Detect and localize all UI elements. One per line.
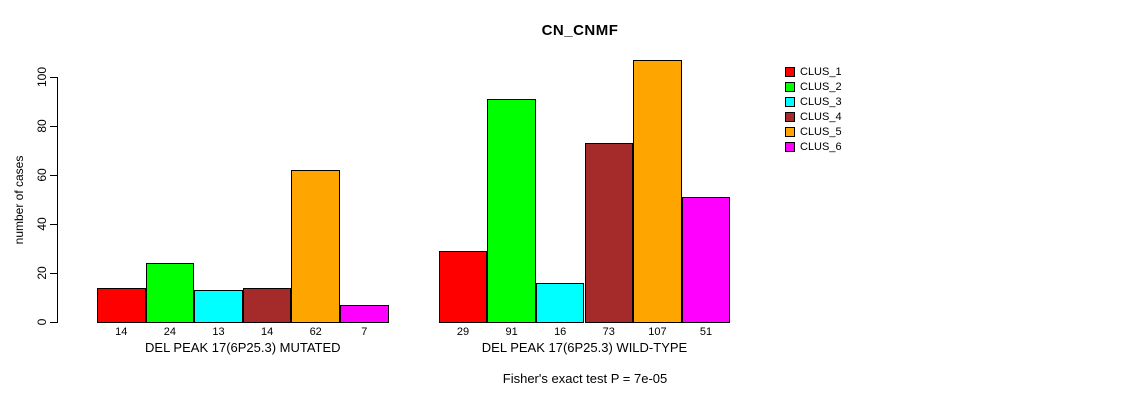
- bar-value-label: 16: [554, 326, 567, 338]
- legend-swatch-clus_2: [785, 81, 795, 92]
- bar-clus_6-group1: [340, 304, 389, 323]
- bar-clus_5-group1: [291, 170, 340, 323]
- bar-clus_3-group1: [194, 290, 243, 323]
- y-axis-line: [57, 77, 58, 323]
- bar-clus_2-group1: [145, 263, 195, 323]
- y-axis-tick: [50, 322, 57, 323]
- bar-clus_6-group2: [681, 197, 731, 323]
- legend-label: CLUS_1: [800, 65, 842, 78]
- y-axis-tick: [50, 273, 57, 274]
- y-axis-tick-label: 100: [35, 66, 49, 88]
- legend-item: CLUS_3: [785, 94, 842, 109]
- bar-value-label: 51: [699, 326, 713, 338]
- bar-value-label: 91: [505, 326, 518, 338]
- bar-clus_3-group2: [535, 282, 585, 323]
- x-axis-group-label: DEL PEAK 17(6P25.3) WILD-TYPE: [481, 340, 688, 355]
- y-axis-tick: [50, 126, 57, 127]
- legend-swatch-clus_4: [785, 111, 795, 122]
- y-axis-tick: [50, 77, 57, 78]
- legend-label: CLUS_4: [800, 110, 842, 123]
- legend-item: CLUS_6: [785, 139, 842, 154]
- legend-swatch-clus_5: [785, 126, 795, 137]
- x-axis-group-label: DEL PEAK 17(6P25.3) MUTATED: [145, 340, 341, 355]
- chart-title: CN_CNMF: [541, 22, 619, 39]
- fisher-test-annotation: Fisher's exact test P = 7e-05: [502, 371, 668, 386]
- bar-clus_4-group2: [584, 143, 634, 323]
- legend-item: CLUS_4: [785, 109, 842, 124]
- legend-item: CLUS_1: [785, 64, 842, 79]
- legend-swatch-clus_6: [785, 141, 795, 152]
- bar-value-label: 29: [456, 326, 470, 338]
- y-axis-tick-label: 20: [35, 266, 49, 280]
- legend-label: CLUS_2: [800, 80, 842, 93]
- legend-item: CLUS_5: [785, 124, 842, 139]
- bar-clus_5-group2: [633, 59, 682, 323]
- bar-value-label: 107: [648, 326, 667, 338]
- bar-value-label: 73: [602, 326, 615, 338]
- y-axis-tick-label: 60: [35, 168, 49, 182]
- legend-label: CLUS_6: [800, 140, 842, 153]
- y-axis-tick-label: 80: [35, 119, 49, 133]
- legend-swatch-clus_1: [785, 66, 795, 77]
- bar-value-label: 62: [309, 326, 322, 338]
- legend-label: CLUS_3: [800, 95, 842, 108]
- legend-item: CLUS_2: [785, 79, 842, 94]
- y-axis-title: number of cases: [12, 155, 26, 245]
- bar-clus_2-group2: [487, 99, 536, 323]
- bar-value-label: 14: [260, 326, 274, 338]
- bar-value-label: 13: [212, 326, 225, 338]
- bar-value-label: 7: [361, 326, 368, 338]
- bar-clus_4-group1: [242, 287, 292, 323]
- bar-value-label: 14: [115, 326, 128, 338]
- legend-swatch-clus_3: [785, 96, 795, 107]
- y-axis-tick: [50, 175, 57, 176]
- y-axis-tick: [50, 224, 57, 225]
- bar-value-label: 24: [163, 326, 177, 338]
- legend: CLUS_1 CLUS_2 CLUS_3 CLUS_4 CLUS_5 CLUS_6: [785, 64, 842, 154]
- bar-clus_1-group1: [97, 287, 146, 323]
- legend-label: CLUS_5: [800, 125, 842, 138]
- y-axis-tick-label: 40: [35, 217, 49, 231]
- bar-clus_1-group2: [438, 250, 488, 323]
- y-axis-tick-label: 0: [35, 318, 49, 326]
